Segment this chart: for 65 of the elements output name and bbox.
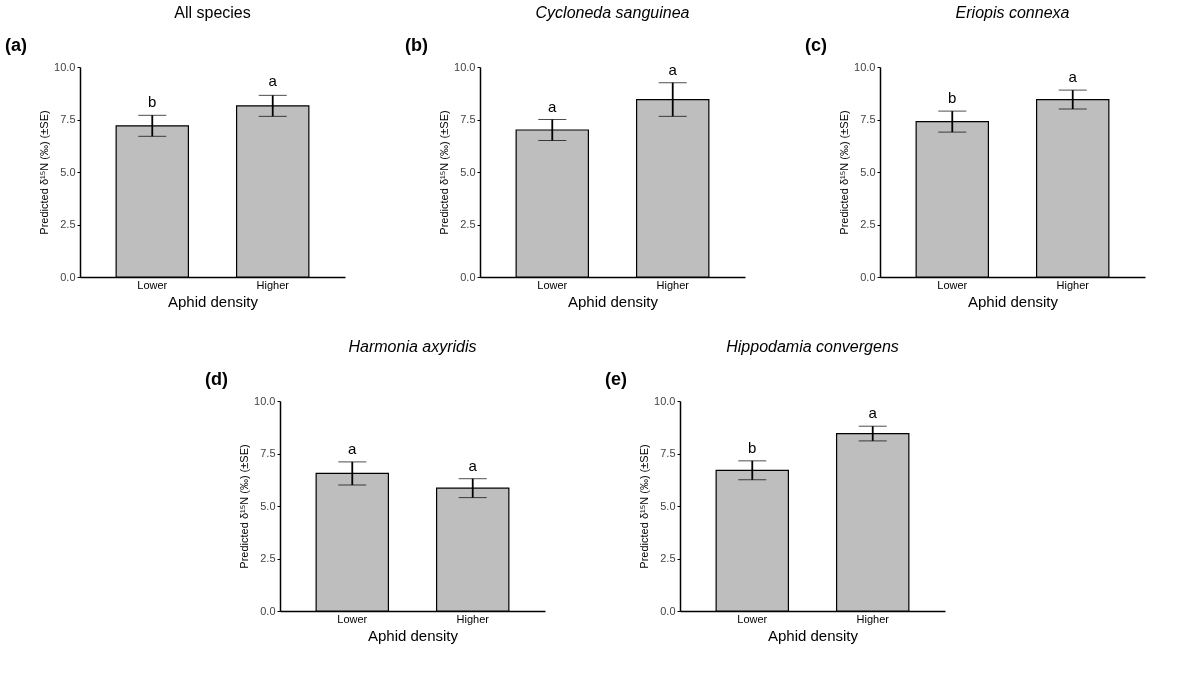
y-tick-label: 0.0 bbox=[460, 270, 476, 283]
chart-title: All species bbox=[174, 4, 251, 21]
text: (c) bbox=[805, 35, 827, 55]
x-tick-label: Lower bbox=[737, 612, 768, 625]
annotation: a bbox=[348, 439, 358, 457]
y-tick-label: 5.0 bbox=[660, 499, 676, 512]
y-tick-label: 2.5 bbox=[60, 218, 76, 230]
y-tick-label: 10.0 bbox=[454, 60, 476, 73]
x-tick-label: Lower bbox=[137, 278, 168, 291]
x-tick-label: Higher bbox=[856, 612, 890, 625]
x-tick-label: Lower bbox=[537, 278, 568, 291]
x-axis-title: Aphid density bbox=[167, 292, 259, 310]
x-tick-label: Lower bbox=[937, 278, 968, 291]
x-axis-title: Aphid density bbox=[367, 626, 459, 644]
chart-title: Hippodamia convergens bbox=[726, 338, 899, 355]
annotation: a bbox=[468, 456, 478, 474]
annotation: b bbox=[148, 93, 157, 111]
y-tick-label: 5.0 bbox=[260, 499, 276, 512]
x-tick-label: Lower bbox=[337, 612, 368, 625]
annotation: a bbox=[668, 60, 678, 78]
y-axis-title: Predicted δ¹⁵N (‰) (±SE) bbox=[438, 110, 451, 235]
y-axis-title: Predicted δ¹⁵N (‰) (±SE) bbox=[238, 444, 251, 569]
text: (a) bbox=[5, 35, 27, 55]
y-tick-label: 10.0 bbox=[654, 394, 676, 407]
chart-title: Eriopis connexa bbox=[955, 4, 1070, 21]
x-tick-label: Higher bbox=[456, 612, 490, 625]
y-tick-label: 10.0 bbox=[254, 394, 276, 407]
text: (d) bbox=[205, 369, 228, 389]
chart-title: Harmonia axyridis bbox=[348, 338, 477, 355]
y-axis-title: Predicted δ¹⁵N (‰) (±SE) bbox=[838, 110, 851, 235]
y-tick-label: 5.0 bbox=[460, 165, 476, 178]
annotation: a bbox=[868, 404, 878, 422]
annotation: b bbox=[748, 438, 757, 456]
y-tick-label: 7.5 bbox=[660, 447, 676, 459]
text: (b) bbox=[405, 35, 428, 55]
x-tick-label: Higher bbox=[256, 278, 290, 291]
y-tick-label: 0.0 bbox=[260, 604, 276, 617]
y-tick-label: 10.0 bbox=[854, 60, 876, 73]
annotation: a bbox=[268, 72, 278, 90]
y-tick-label: 7.5 bbox=[460, 113, 476, 125]
y-tick-label: 2.5 bbox=[260, 552, 276, 564]
y-axis-title: Predicted δ¹⁵N (‰) (±SE) bbox=[38, 110, 51, 235]
y-tick-label: 2.5 bbox=[860, 218, 876, 230]
x-axis-title: Aphid density bbox=[567, 292, 659, 310]
x-tick-label: Higher bbox=[656, 278, 690, 291]
annotation: a bbox=[1068, 68, 1078, 86]
chart-title: Cycloneda sanguinea bbox=[535, 4, 690, 21]
x-tick-label: Higher bbox=[1056, 278, 1090, 291]
y-tick-label: 5.0 bbox=[860, 165, 876, 178]
y-tick-label: 7.5 bbox=[60, 113, 76, 125]
y-tick-label: 5.0 bbox=[60, 165, 76, 178]
y-tick-label: 0.0 bbox=[660, 604, 676, 617]
annotation: b bbox=[948, 89, 957, 107]
x-axis-title: Aphid density bbox=[767, 626, 859, 644]
y-tick-label: 0.0 bbox=[860, 270, 876, 283]
y-axis-title: Predicted δ¹⁵N (‰) (±SE) bbox=[638, 444, 651, 569]
y-tick-label: 0.0 bbox=[60, 270, 76, 283]
x-axis-title: Aphid density bbox=[967, 292, 1059, 310]
y-tick-label: 2.5 bbox=[460, 218, 476, 230]
y-tick-label: 2.5 bbox=[660, 552, 676, 564]
y-tick-label: 10.0 bbox=[54, 60, 76, 73]
annotation: a bbox=[548, 97, 558, 115]
text: (e) bbox=[605, 369, 627, 389]
y-tick-label: 7.5 bbox=[860, 113, 876, 125]
y-tick-label: 7.5 bbox=[260, 447, 276, 459]
